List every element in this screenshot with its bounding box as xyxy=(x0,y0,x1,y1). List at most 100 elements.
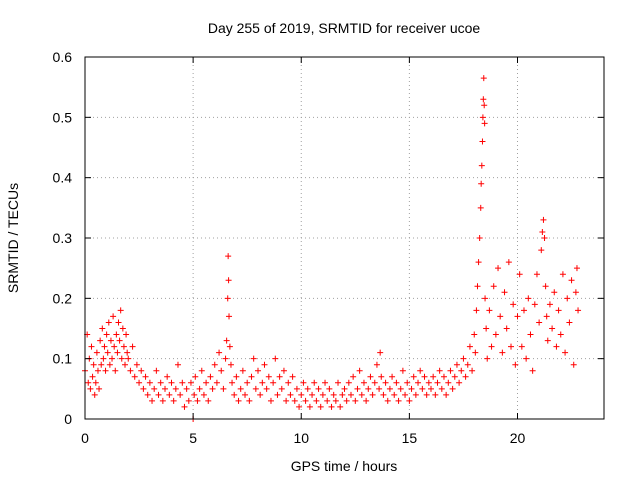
data-point xyxy=(481,102,488,109)
data-point xyxy=(115,319,122,326)
data-point xyxy=(120,343,127,350)
data-point xyxy=(124,349,131,356)
data-point xyxy=(142,373,149,380)
data-point xyxy=(415,379,422,386)
data-point xyxy=(495,265,502,272)
data-point xyxy=(377,349,384,356)
data-point xyxy=(105,319,112,326)
data-point xyxy=(566,319,573,326)
data-point xyxy=(250,355,257,362)
data-point xyxy=(276,373,283,380)
data-point xyxy=(87,385,94,392)
data-point xyxy=(479,114,486,121)
x-tick-label: 10 xyxy=(293,430,309,446)
data-point xyxy=(117,307,124,314)
data-point xyxy=(146,379,153,386)
data-point xyxy=(125,355,132,362)
data-point xyxy=(278,385,285,392)
data-point xyxy=(92,379,99,386)
data-point xyxy=(144,391,151,398)
data-point xyxy=(573,265,580,272)
data-point xyxy=(263,385,270,392)
data-point xyxy=(553,343,560,350)
data-point xyxy=(499,349,506,356)
data-point xyxy=(85,379,92,386)
x-tick-label: 5 xyxy=(189,430,197,446)
data-point xyxy=(140,385,147,392)
data-point xyxy=(226,313,233,320)
data-point xyxy=(267,397,274,404)
data-point xyxy=(166,391,173,398)
data-point xyxy=(538,247,545,254)
data-point xyxy=(187,379,194,386)
data-point xyxy=(447,367,454,374)
y-axis-title: SRMTID / TECUs xyxy=(5,183,21,293)
data-point xyxy=(99,325,106,332)
data-point xyxy=(436,367,443,374)
data-point xyxy=(365,385,372,392)
data-point xyxy=(423,391,430,398)
data-point xyxy=(106,361,113,368)
data-point xyxy=(109,355,116,362)
data-point xyxy=(478,180,485,187)
data-point xyxy=(101,343,108,350)
data-point xyxy=(200,391,207,398)
data-point xyxy=(90,361,97,368)
data-point xyxy=(118,355,125,362)
data-point xyxy=(248,373,255,380)
data-point xyxy=(525,295,532,302)
data-point xyxy=(283,397,290,404)
data-point xyxy=(164,373,171,380)
data-point xyxy=(449,385,456,392)
data-point xyxy=(477,204,484,211)
data-point xyxy=(98,361,105,368)
data-point xyxy=(412,391,419,398)
data-point xyxy=(223,337,230,344)
data-point xyxy=(397,385,404,392)
data-point xyxy=(324,397,331,404)
data-point xyxy=(179,379,186,386)
data-point xyxy=(378,373,385,380)
data-point xyxy=(337,403,344,410)
x-tick-label: 0 xyxy=(81,430,89,446)
data-point xyxy=(382,379,389,386)
data-point xyxy=(492,331,499,338)
data-point xyxy=(96,385,103,392)
data-point xyxy=(410,373,417,380)
data-point xyxy=(527,331,534,338)
data-point xyxy=(568,277,575,284)
data-point xyxy=(138,367,145,374)
data-point xyxy=(341,385,348,392)
chart-title: Day 255 of 2019, SRMTID for receiver uco… xyxy=(208,20,481,36)
data-point xyxy=(270,379,277,386)
data-point xyxy=(520,307,527,314)
grid xyxy=(85,57,604,419)
data-point xyxy=(421,373,428,380)
data-point xyxy=(133,361,140,368)
data-point xyxy=(205,397,212,404)
data-point xyxy=(356,367,363,374)
data-point xyxy=(196,385,203,392)
data-point xyxy=(149,397,156,404)
data-point xyxy=(438,385,445,392)
data-point xyxy=(174,361,181,368)
data-point xyxy=(136,379,143,386)
data-point xyxy=(557,331,564,338)
data-point xyxy=(265,373,272,380)
data-point xyxy=(157,379,164,386)
axis-ticks: 0 0.1 0.2 0.3 0.4 0.5 0.6 0 5 10 15 20 xyxy=(53,49,604,446)
data-point xyxy=(235,397,242,404)
data-point xyxy=(347,391,354,398)
data-point xyxy=(183,385,190,392)
data-point xyxy=(110,313,117,320)
data-point xyxy=(207,373,214,380)
data-point xyxy=(466,343,473,350)
data-point xyxy=(89,373,96,380)
data-point xyxy=(272,355,279,362)
data-point xyxy=(541,235,548,241)
data-point xyxy=(512,361,519,368)
data-point xyxy=(239,367,246,374)
data-point xyxy=(123,331,130,338)
data-point xyxy=(572,289,579,296)
data-point xyxy=(399,367,406,374)
